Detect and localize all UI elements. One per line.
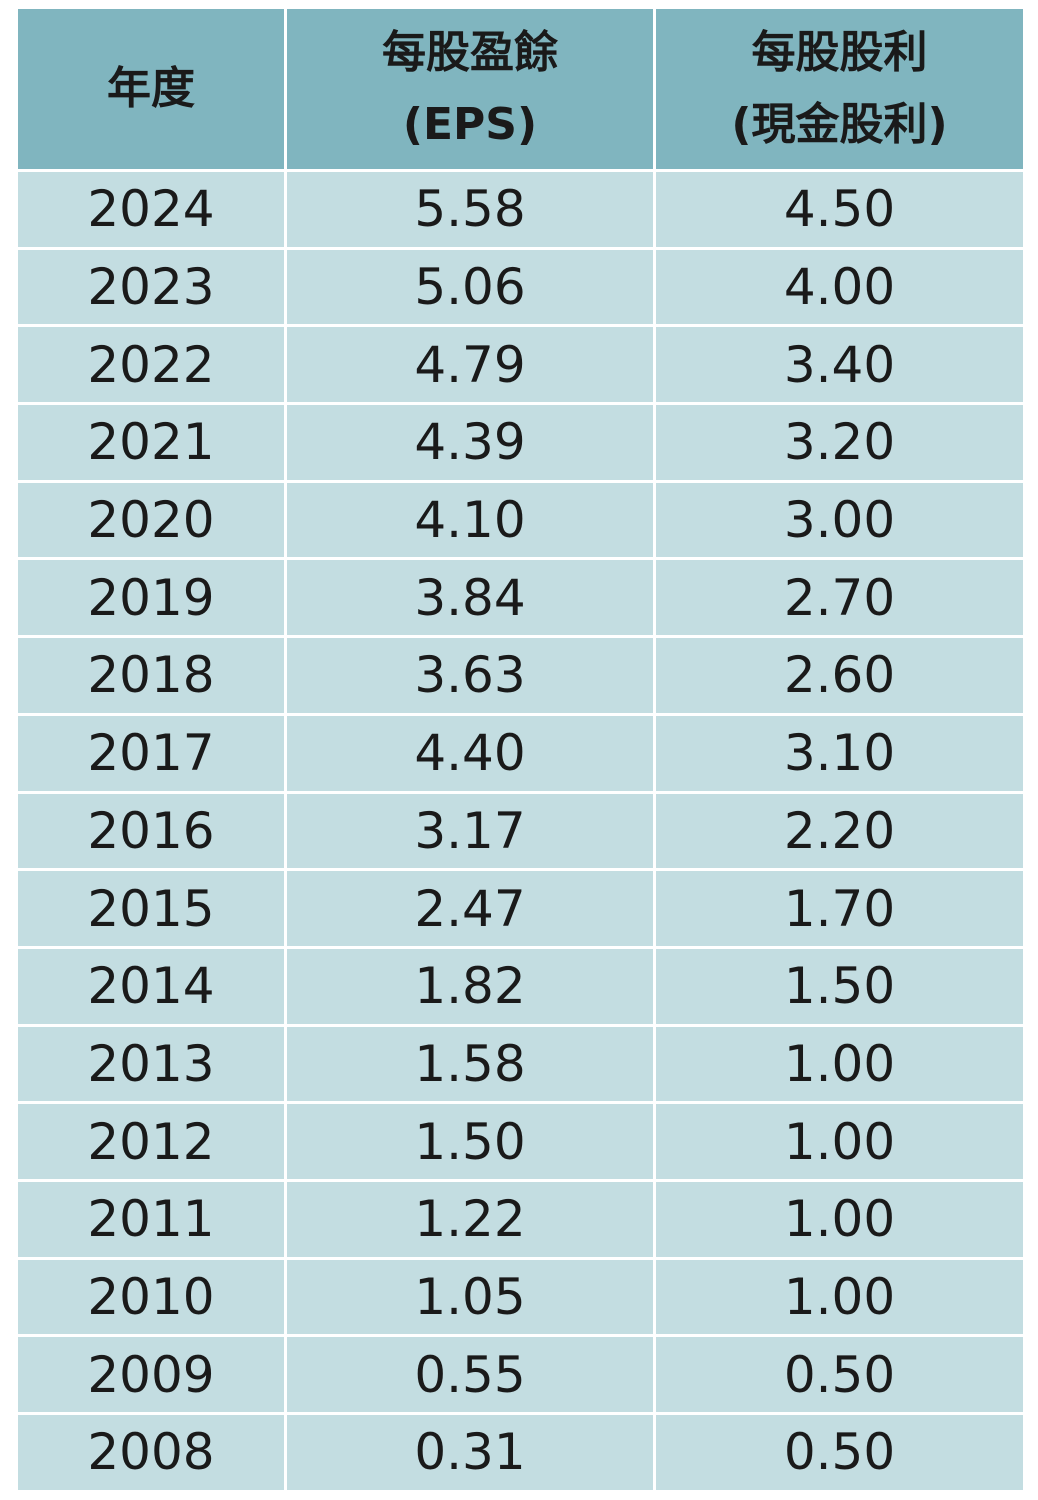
- table-cell: 2012: [18, 1104, 284, 1179]
- table-cell: 2010: [18, 1259, 284, 1335]
- table-body: 2024 5.58 4.50 2023 5.06 4.00 2022 4.79 3.40 2021…: [18, 172, 1023, 1490]
- header-text: 每股盈餘: [382, 27, 558, 78]
- table-row: 2020 4.10 3.00: [18, 482, 1023, 558]
- header-cell: 年度: [18, 9, 284, 169]
- table-cell: 4.00: [656, 249, 1023, 325]
- table-row: 2009 0.55 0.50: [18, 1337, 1023, 1412]
- table-cell: 4.79: [287, 327, 653, 403]
- table-cell: 3.84: [287, 560, 653, 636]
- table-row: 2021 4.39 3.20: [18, 405, 1023, 480]
- table-cell: 0.50: [656, 1415, 1023, 1490]
- table-row: 2014 1.82 1.50: [18, 948, 1023, 1024]
- table-cell: 2.20: [656, 793, 1023, 869]
- table-row: 2010 1.05 1.00: [18, 1259, 1023, 1335]
- table-cell: 0.55: [287, 1337, 653, 1412]
- table-cell: 0.31: [287, 1415, 653, 1490]
- table-cell: 2023: [18, 249, 284, 325]
- table-row: 2012 1.50 1.00: [18, 1104, 1023, 1179]
- table-cell: 2022: [18, 327, 284, 403]
- table-cell: 3.17: [287, 793, 653, 869]
- table-cell: 1.50: [656, 948, 1023, 1024]
- table-row: 2013 1.58 1.00: [18, 1026, 1023, 1102]
- table-cell: 2019: [18, 560, 284, 636]
- table-cell: 2.70: [656, 560, 1023, 636]
- table-cell: 4.39: [287, 405, 653, 480]
- header-text: (現金股利): [731, 99, 948, 150]
- table-cell: 1.82: [287, 948, 653, 1024]
- table-cell: 2020: [18, 482, 284, 558]
- table-cell: 2014: [18, 948, 284, 1024]
- table-cell: 3.20: [656, 405, 1023, 480]
- table-cell: 1.00: [656, 1104, 1023, 1179]
- table-cell: 4.50: [656, 172, 1023, 247]
- table-row: 2022 4.79 3.40: [18, 327, 1023, 403]
- table-cell: 4.40: [287, 715, 653, 791]
- table-row: 2024 5.58 4.50: [18, 172, 1023, 247]
- table-row: 2018 3.63 2.60: [18, 638, 1023, 713]
- table-row: 2008 0.31 0.50: [18, 1415, 1023, 1490]
- table-cell: 1.50: [287, 1104, 653, 1179]
- table-cell: 3.63: [287, 638, 653, 713]
- table-cell: 0.50: [656, 1337, 1023, 1412]
- table-cell: 3.00: [656, 482, 1023, 558]
- table-cell: 2017: [18, 715, 284, 791]
- table-cell: 2021: [18, 405, 284, 480]
- header-cell: 每股股利 (現金股利): [656, 9, 1023, 169]
- header-text: 年度: [107, 63, 195, 114]
- table-row: 2016 3.17 2.20: [18, 793, 1023, 869]
- table-cell: 2008: [18, 1415, 284, 1490]
- table-cell: 1.05: [287, 1259, 653, 1335]
- table-cell: 3.10: [656, 715, 1023, 791]
- table-cell: 2.47: [287, 871, 653, 946]
- table-cell: 2016: [18, 793, 284, 869]
- header-cell: 每股盈餘 (EPS): [287, 9, 653, 169]
- table-cell: 4.10: [287, 482, 653, 558]
- table-cell: 1.58: [287, 1026, 653, 1102]
- table-cell: 5.06: [287, 249, 653, 325]
- table-row: 2017 4.40 3.10: [18, 715, 1023, 791]
- table-cell: 1.22: [287, 1181, 653, 1257]
- table-cell: 2011: [18, 1181, 284, 1257]
- table-cell: 3.40: [656, 327, 1023, 403]
- table-cell: 1.00: [656, 1181, 1023, 1257]
- table-row: 2023 5.06 4.00: [18, 249, 1023, 325]
- table-cell: 1.00: [656, 1259, 1023, 1335]
- table-row: 2011 1.22 1.00: [18, 1181, 1023, 1257]
- table-cell: 1.70: [656, 871, 1023, 946]
- header-text: 每股股利: [751, 27, 928, 78]
- table-cell: 2024: [18, 172, 284, 247]
- table-cell: 2009: [18, 1337, 284, 1412]
- table-cell: 1.00: [656, 1026, 1023, 1102]
- table-cell: 2015: [18, 871, 284, 946]
- data-table: 年度 每股盈餘 (EPS) 每股股利 (現金股利) 2024 5.58 4.50 2023 5.…: [15, 6, 1026, 1493]
- table-row: 2019 3.84 2.70: [18, 560, 1023, 636]
- table-cell: 2.60: [656, 638, 1023, 713]
- table-cell: 2013: [18, 1026, 284, 1102]
- header-row: 年度 每股盈餘 (EPS) 每股股利 (現金股利): [18, 9, 1023, 169]
- table-cell: 5.58: [287, 172, 653, 247]
- table-row: 2015 2.47 1.70: [18, 871, 1023, 946]
- header-text: (EPS): [402, 99, 538, 150]
- table-cell: 2018: [18, 638, 284, 713]
